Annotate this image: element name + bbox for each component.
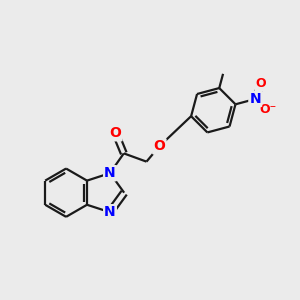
- Text: O: O: [153, 139, 165, 153]
- Text: O: O: [153, 139, 165, 153]
- Text: N: N: [250, 92, 261, 106]
- Text: N: N: [104, 166, 116, 180]
- Text: N: N: [104, 166, 116, 180]
- Text: O: O: [110, 126, 122, 140]
- Text: O⁻: O⁻: [259, 103, 276, 116]
- Text: O: O: [256, 77, 266, 90]
- Text: N: N: [104, 205, 116, 219]
- Text: N: N: [104, 205, 116, 219]
- Text: N: N: [250, 92, 261, 106]
